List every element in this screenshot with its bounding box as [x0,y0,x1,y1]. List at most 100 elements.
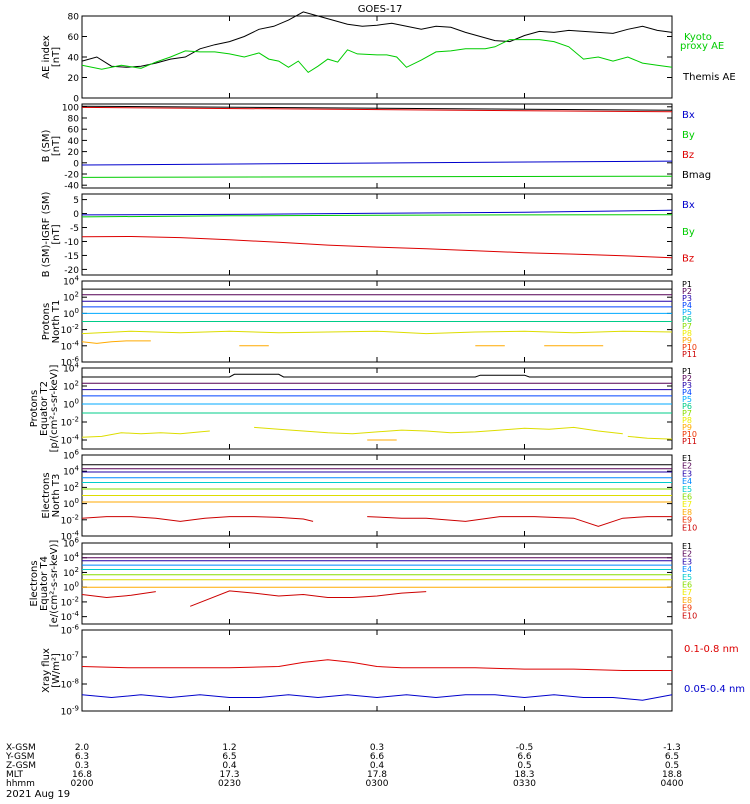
legend-entry: E9 [682,516,692,525]
panel-frame [81,103,673,189]
y-axis-label: Electrons [29,560,40,606]
legend-entry: E3 [682,557,692,566]
ephemeris-value: 0.4 [222,761,237,771]
legend-entry: P10 [682,343,697,352]
y-tick-label: 0 [73,95,79,105]
y-tick-label: 104 [63,275,79,288]
y-axis-label: [nT] [51,136,62,156]
chart-title: GOES-17 [358,4,403,15]
y-axis-label: [nT] [51,224,62,244]
y-tick-label: 0 [73,159,79,169]
y-tick-label: 102 [63,291,79,304]
legend-entry: P8 [682,416,692,425]
legend-entry: E7 [682,500,692,509]
ephemeris-value: 0330 [513,779,536,789]
ephemeris-value: 1.2 [222,743,236,753]
y-tick-label: 20 [68,148,80,158]
legend-entry: By [682,227,695,238]
ephemeris-value: -0.5 [516,743,534,753]
legend-entry: E10 [682,523,697,532]
legend-entry: P5 [682,308,692,317]
legend-entry: P4 [682,301,692,310]
ephemeris-row-label: Y-GSM [5,752,34,762]
y-axis-label: Protons [41,303,52,340]
y-tick-label: 0 [73,210,79,220]
legend-entry: Bx [682,200,695,211]
legend-entry: P1 [682,367,692,376]
legend-entry: Kyoto [684,32,712,43]
y-tick-label: 20 [68,74,80,84]
ephemeris-value: 0300 [366,779,389,789]
ephemeris-value: 18.8 [662,770,682,780]
ephemeris-value: 6.6 [517,752,532,762]
legend-entry: Bmag [682,170,711,181]
y-axis-label: B (SM) [41,129,52,162]
y-axis-label: B (SM)-IGRF (SM) [41,192,52,278]
y-tick-label: 60 [68,126,80,136]
y-tick-label: -15 [64,252,79,262]
ephemeris-row-label: MLT [6,770,24,780]
y-axis-label: [W/m²] [51,653,62,688]
y-tick-label: 10-4 [61,610,80,623]
legend-entry: P4 [682,388,692,397]
legend-entry: E1 [682,454,692,463]
legend-entry: P9 [682,336,692,345]
series-p8 [81,340,151,344]
ephemeris-row-label: X-GSM [6,743,36,753]
ephemeris-value: 0200 [71,779,94,789]
legend-entry: P7 [682,322,692,331]
y-axis-label: North T1 [51,300,62,344]
ephemeris-value: 6.6 [370,752,385,762]
series-0-1-0-8-nm [81,659,672,671]
panel-frame [81,193,673,276]
y-tick-label: 102 [63,566,79,579]
y-tick-label: 60 [68,33,80,43]
y-tick-label: 10-2 [61,323,79,336]
series-0-05-0-4-nm [81,694,673,701]
ephemeris-value: 0230 [218,779,241,789]
legend-entry: P6 [682,402,692,411]
y-axis-label: [e/(cm²-s-sr-keV)] [49,540,60,628]
ephemeris-value: 0.4 [370,761,385,771]
y-axis-label: [p/(cm²-s-sr-keV)] [49,365,60,453]
y-tick-label: 10-6 [61,624,80,637]
legend-entry: E6 [682,581,692,590]
legend-entry: E3 [682,469,692,478]
y-axis-label: [nT] [51,47,62,67]
ephemeris-table: X-GSMY-GSMZ-GSMMLThhmm2.06.30.316.802001… [5,743,684,789]
y-tick-label: 10-4 [61,434,80,447]
series-p7 [81,430,210,438]
panel-frame [81,629,673,712]
series-p7c [627,435,673,440]
ephemeris-value: 6.3 [75,752,89,762]
ephemeris-value: 16.8 [72,770,92,780]
y-tick-label: 10-7 [61,651,79,664]
series-e9 [81,516,314,522]
legend-entry: P3 [682,294,692,303]
legend-entry: 0.1-0.8 nm [684,644,739,655]
y-tick-label: 10-2 [61,595,79,608]
series-themis-ae [81,11,673,68]
y-tick-label: -5 [70,224,79,234]
legend-entry: P1 [682,280,692,289]
legend-entry: P8 [682,329,692,338]
series-p7 [81,330,673,335]
ephemeris-value: 0.3 [75,761,89,771]
ephemeris-value: 6.5 [665,752,679,762]
y-axis-label: Protons [29,390,40,427]
y-tick-label: 100 [63,398,79,411]
y-tick-label: 106 [63,449,79,462]
legend-entry: P2 [682,287,692,296]
legend-entry: E4 [682,477,692,486]
y-tick-label: 100 [63,581,79,594]
y-tick-label: -10 [64,238,79,248]
series-e9 [81,591,156,599]
legend-entry: E8 [682,596,692,605]
series-bz [81,235,673,259]
